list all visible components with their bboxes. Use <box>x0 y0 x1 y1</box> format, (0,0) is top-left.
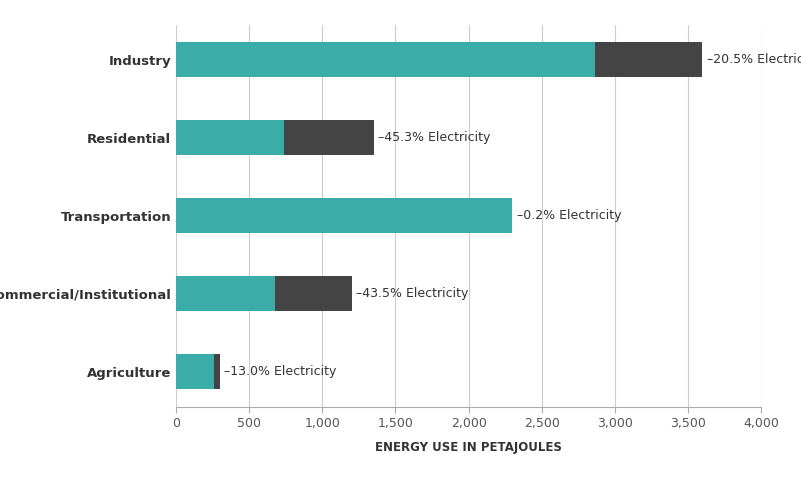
Bar <box>284 120 373 155</box>
Bar <box>176 198 512 233</box>
Bar <box>176 354 215 389</box>
Text: –43.5% Electricity: –43.5% Electricity <box>356 287 469 300</box>
Text: –45.3% Electricity: –45.3% Electricity <box>378 131 490 144</box>
Bar <box>176 120 284 155</box>
Bar <box>176 276 276 311</box>
Text: –13.0% Electricity: –13.0% Electricity <box>224 366 337 378</box>
X-axis label: ENERGY USE IN PETAJOULES: ENERGY USE IN PETAJOULES <box>375 441 562 454</box>
Bar <box>215 354 220 389</box>
Text: –0.2% Electricity: –0.2% Electricity <box>517 209 622 222</box>
Bar <box>594 42 702 77</box>
Bar <box>176 42 594 77</box>
Text: –20.5% Electricity: –20.5% Electricity <box>706 53 801 66</box>
Bar <box>276 276 352 311</box>
